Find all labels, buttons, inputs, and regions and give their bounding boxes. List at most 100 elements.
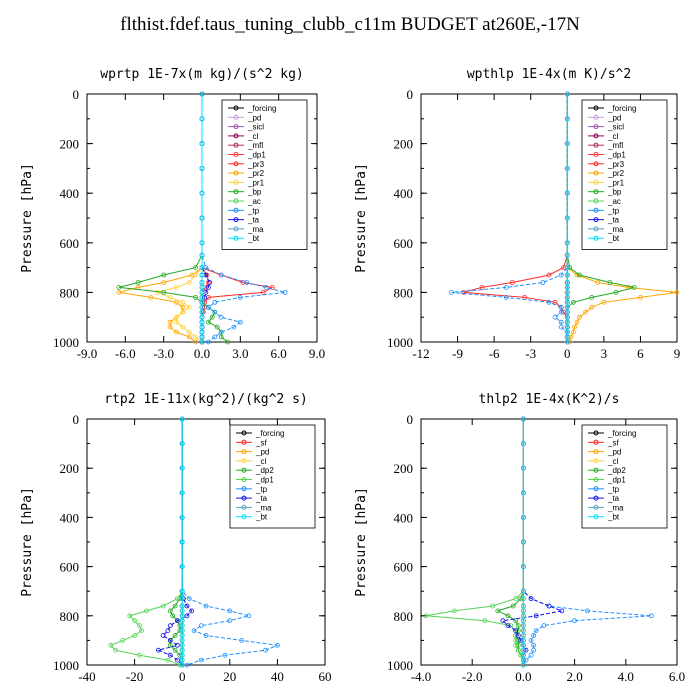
data-point — [564, 240, 570, 246]
data-point — [199, 141, 205, 147]
data-point — [180, 324, 186, 330]
data-point — [165, 628, 171, 633]
x-tick-label: 9 — [674, 346, 681, 361]
data-point — [193, 334, 199, 340]
series-line-pr2 — [118, 94, 203, 343]
data-point — [595, 280, 601, 285]
data-point — [521, 628, 526, 633]
data-point — [132, 633, 138, 638]
data-point — [225, 339, 231, 345]
y-tick-label: 0 — [73, 412, 80, 427]
data-point — [631, 284, 637, 290]
chart-panel-2: wpthlp 1E-4x(m K)/s^2 Pressure [hPa] 0 200 4… — [354, 67, 680, 361]
data-point — [449, 289, 454, 295]
legend-label: _ma — [255, 503, 272, 512]
data-point — [173, 329, 179, 335]
data-point — [161, 272, 167, 278]
y-axis-label: Pressure [hPa] — [354, 487, 369, 597]
legend-label: _bp — [607, 188, 622, 197]
data-point — [174, 596, 180, 601]
chart-panel-1: wprtp 1E-7x(m kg)/(s^2 kg) Pressure [hPa]… — [20, 67, 325, 361]
legend-marker — [241, 504, 247, 510]
panel-title: wpthlp 1E-4x(m K)/s^2 — [467, 67, 631, 82]
data-point — [546, 272, 552, 278]
legend-label: _pr1 — [247, 178, 265, 187]
legend-marker — [233, 161, 239, 167]
data-point — [227, 608, 233, 614]
data-point — [198, 623, 204, 628]
data-point — [161, 289, 167, 295]
data-point — [199, 329, 205, 335]
y-tick-label: 1000 — [387, 658, 413, 673]
data-point — [199, 299, 205, 305]
legend-label: _bp — [247, 188, 262, 197]
data-point — [179, 441, 185, 447]
data-point — [521, 588, 526, 594]
data-point — [564, 299, 570, 305]
data-point — [127, 613, 133, 619]
data-point — [167, 324, 173, 330]
data-point — [513, 628, 519, 633]
data-point — [184, 662, 190, 668]
figure-title: flthist.fdef.taus_tuning_clubb_c11m BUDG… — [120, 14, 580, 35]
data-point — [199, 240, 205, 246]
data-point — [179, 603, 185, 609]
data-point — [167, 623, 173, 628]
data-point — [167, 294, 173, 300]
legend-marker — [233, 226, 239, 232]
data-point — [212, 334, 218, 340]
data-point — [564, 272, 570, 278]
data-point — [564, 165, 570, 171]
data-point — [203, 603, 209, 609]
data-point — [574, 319, 580, 325]
data-point — [564, 141, 570, 147]
data-point — [174, 642, 180, 648]
data-point — [558, 319, 564, 325]
legend-label: _sf — [607, 438, 619, 447]
data-point — [533, 613, 539, 619]
series-line-pr3 — [463, 94, 568, 342]
data-point — [179, 490, 185, 496]
data-point — [558, 304, 564, 310]
data-point — [521, 416, 526, 422]
data-point — [179, 564, 185, 569]
y-tick-label: 200 — [394, 461, 414, 476]
data-point — [189, 608, 195, 614]
legend-label: _sicl — [247, 123, 264, 132]
data-point — [212, 309, 218, 315]
data-point — [515, 647, 521, 653]
data-point — [540, 280, 546, 285]
legend-marker — [233, 114, 239, 120]
data-point — [218, 329, 224, 335]
data-point — [199, 294, 205, 300]
y-tick-label: 1000 — [53, 658, 79, 673]
data-point — [528, 596, 534, 601]
x-tick-label: 4.0 — [618, 669, 634, 684]
legend-marker — [233, 189, 239, 195]
data-point — [193, 265, 199, 271]
data-point — [503, 294, 509, 300]
legend-marker — [233, 217, 239, 223]
data-point — [607, 280, 613, 285]
x-tick-label: -6.0 — [115, 346, 136, 361]
legend-marker — [593, 179, 599, 185]
data-point — [521, 608, 526, 614]
data-point — [186, 596, 192, 601]
y-tick-label: 400 — [394, 186, 414, 201]
series-line-ta — [501, 419, 564, 665]
legend-marker — [593, 495, 599, 501]
data-point — [205, 284, 211, 290]
legend-label: _mfl — [247, 141, 263, 150]
data-point — [199, 252, 205, 258]
data-point — [199, 215, 205, 221]
legend-label: _tp — [247, 206, 260, 215]
x-tick-label: -9 — [452, 346, 463, 361]
legend-label: _cl — [255, 457, 266, 466]
data-point — [564, 294, 570, 300]
legend-label: _bt — [607, 234, 620, 243]
data-point — [186, 334, 192, 340]
data-point — [564, 280, 570, 285]
data-point — [515, 633, 521, 638]
data-point — [179, 618, 185, 624]
